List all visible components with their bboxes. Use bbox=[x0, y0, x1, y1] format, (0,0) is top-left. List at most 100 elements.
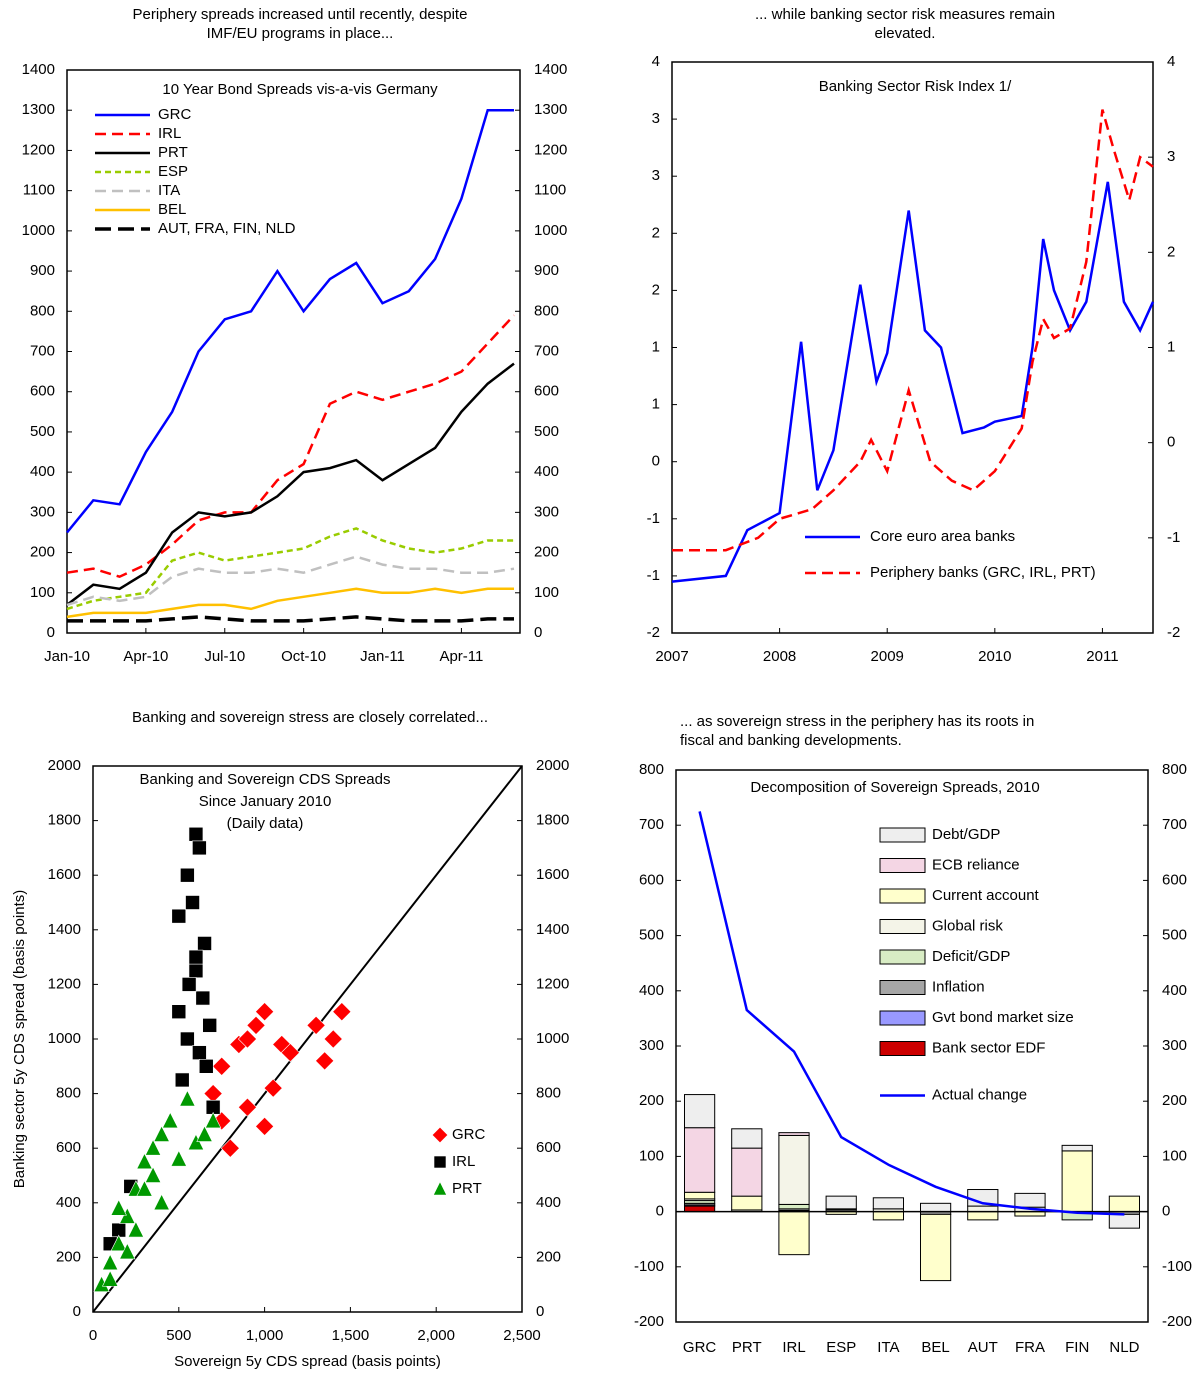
y-tick-label: 400 bbox=[56, 1194, 81, 1211]
x-tick-label: 2008 bbox=[763, 648, 796, 665]
y2-tick-label: 800 bbox=[536, 1085, 561, 1102]
scatter-point bbox=[315, 1051, 335, 1071]
bar-segment bbox=[683, 1205, 716, 1213]
scatter-point bbox=[204, 1111, 222, 1129]
y2-tick-label: 1000 bbox=[534, 222, 567, 239]
y-tick-label: 1300 bbox=[22, 101, 55, 118]
legend-swatch bbox=[879, 1041, 926, 1056]
y-tick-label: 300 bbox=[639, 1037, 664, 1054]
scatter-point bbox=[162, 1111, 179, 1129]
scatter-point bbox=[127, 1221, 145, 1238]
scatter-point bbox=[323, 1029, 343, 1049]
scatter-point bbox=[198, 1059, 214, 1074]
y-tick-label: 1000 bbox=[22, 222, 55, 239]
scatter-point bbox=[255, 1002, 275, 1022]
legend-label: Core euro area banks bbox=[870, 528, 1015, 545]
y-tick-label: 400 bbox=[639, 982, 664, 999]
y2-tick-label: 500 bbox=[534, 423, 559, 440]
x-tick-label: 2,500 bbox=[503, 1327, 541, 1344]
chart-title: Banking and sovereign stress are closely… bbox=[132, 709, 488, 726]
scatter-point bbox=[171, 908, 187, 924]
y2-tick-label: 0 bbox=[1162, 1203, 1170, 1220]
scatter-point bbox=[263, 1078, 283, 1098]
chart-subtitle: 10 Year Bond Spreads vis-a-vis Germany bbox=[162, 81, 438, 98]
y2-tick-label: 1100 bbox=[534, 182, 566, 199]
scatter-point bbox=[174, 1072, 190, 1088]
y-tick-label: 1200 bbox=[48, 975, 81, 992]
bar-segment bbox=[919, 1213, 952, 1282]
y-tick-label: 0 bbox=[73, 1303, 81, 1320]
legend-label: GRC bbox=[452, 1126, 486, 1143]
x-tick-label: 2010 bbox=[978, 648, 1011, 665]
chart-subtitle: Decomposition of Sovereign Spreads, 2010 bbox=[750, 779, 1039, 796]
bar-segment bbox=[967, 1211, 999, 1221]
x-tick-label: PRT bbox=[732, 1339, 762, 1356]
y-tick-label: 800 bbox=[639, 761, 664, 778]
scatter-point bbox=[180, 1031, 195, 1047]
x-tick-label: FRA bbox=[1015, 1339, 1045, 1356]
legend-marker bbox=[432, 1181, 448, 1196]
y2-tick-label: 0 bbox=[1167, 434, 1175, 451]
x-tick-label: GRC bbox=[683, 1339, 717, 1356]
y-tick-label: 100 bbox=[639, 1147, 664, 1164]
scatter-point bbox=[237, 1029, 257, 1049]
bar-segment bbox=[731, 1128, 763, 1149]
x-tick-label: 2009 bbox=[871, 648, 904, 665]
legend-swatch bbox=[879, 827, 926, 843]
legend-marker bbox=[431, 1126, 449, 1144]
series-line bbox=[66, 527, 514, 611]
x-axis-label: Sovereign 5y CDS spread (basis points) bbox=[174, 1353, 441, 1370]
chart-title: IMF/EU programs in place... bbox=[207, 25, 394, 42]
legend-label: Bank sector EDF bbox=[932, 1039, 1045, 1056]
y2-tick-label: 4 bbox=[1167, 53, 1175, 70]
y2-tick-label: 400 bbox=[536, 1194, 561, 1211]
y2-tick-label: 900 bbox=[534, 262, 559, 279]
y-tick-label: 1600 bbox=[48, 866, 81, 883]
scatter-point bbox=[153, 1125, 170, 1142]
legend-label: Inflation bbox=[932, 978, 985, 995]
y-tick-label: 200 bbox=[30, 544, 55, 561]
y2-tick-label: 0 bbox=[534, 624, 542, 641]
bar-segment bbox=[683, 1191, 716, 1200]
y-tick-label: 1800 bbox=[48, 812, 81, 829]
scatter-point bbox=[255, 1116, 275, 1136]
legend-label: IRL bbox=[452, 1153, 475, 1170]
y2-tick-label: -2 bbox=[1167, 624, 1180, 641]
x-tick-label: AUT bbox=[968, 1339, 998, 1356]
y-tick-label: 2000 bbox=[48, 757, 81, 774]
legend-swatch bbox=[879, 980, 926, 995]
x-tick-label: FIN bbox=[1065, 1339, 1089, 1356]
y2-tick-label: 600 bbox=[1162, 871, 1187, 888]
y-tick-label: 600 bbox=[30, 383, 55, 400]
scatter-point bbox=[188, 963, 204, 979]
scatter-point bbox=[246, 1015, 266, 1035]
y2-tick-label: 1400 bbox=[536, 921, 569, 938]
bar-segment bbox=[731, 1195, 763, 1211]
y2-tick-label: 1800 bbox=[536, 812, 569, 829]
x-tick-label: 2,000 bbox=[417, 1327, 455, 1344]
legend-label: IRL bbox=[158, 125, 181, 142]
chart-subtitle: Since January 2010 bbox=[199, 793, 332, 810]
y2-tick-label: 1200 bbox=[534, 141, 567, 158]
chart-title: Periphery spreads increased until recent… bbox=[133, 6, 468, 23]
scatter-point bbox=[179, 1089, 196, 1107]
scatter-point bbox=[101, 1253, 119, 1271]
bar-segment bbox=[872, 1211, 905, 1221]
x-tick-label: Jan-10 bbox=[44, 648, 90, 665]
scatter-point bbox=[196, 1125, 213, 1142]
y2-tick-label: 200 bbox=[534, 544, 559, 561]
legend-label: ECB reliance bbox=[932, 856, 1020, 873]
bar-segment bbox=[825, 1195, 857, 1210]
legend-label: ITA bbox=[158, 182, 180, 199]
series-line bbox=[671, 181, 1155, 583]
y-tick-label: 700 bbox=[639, 816, 664, 833]
y-tick-label: 800 bbox=[56, 1085, 81, 1102]
x-tick-label: IRL bbox=[782, 1339, 805, 1356]
y2-tick-label: 500 bbox=[1162, 927, 1187, 944]
bar-segment bbox=[683, 1094, 716, 1129]
scatter-point bbox=[195, 990, 211, 1006]
legend-label: PRT bbox=[158, 144, 188, 161]
x-tick-label: 2007 bbox=[655, 648, 688, 665]
y2-tick-label: 800 bbox=[1162, 761, 1187, 778]
scatter-point bbox=[180, 867, 195, 883]
